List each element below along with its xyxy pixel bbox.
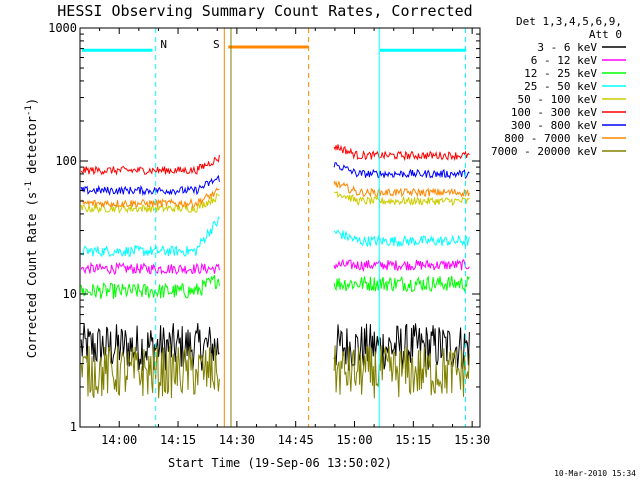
plot-frame <box>79 27 481 428</box>
x-tick-label: 14:00 <box>101 433 137 447</box>
series-line <box>334 191 470 206</box>
series-line <box>81 187 220 209</box>
legend-label: 800 - 7000 keV <box>504 132 597 145</box>
y-axis-label-sup: -1 <box>24 105 34 116</box>
y-axis-label: Corrected Count Rate (s-1 detector-1) <box>24 98 39 358</box>
x-tick-label: 14:30 <box>219 433 255 447</box>
legend-label: 100 - 300 keV <box>511 106 597 119</box>
y-tick-label: 10 <box>63 287 77 301</box>
series-line <box>80 154 220 176</box>
x-tick-label: 14:15 <box>160 433 196 447</box>
x-tick-label: 15:00 <box>336 433 372 447</box>
series-line <box>333 344 470 399</box>
series-line <box>333 258 470 272</box>
legend-label: 3 - 6 keV <box>537 41 597 54</box>
series-line <box>80 274 220 300</box>
series-line <box>80 174 220 197</box>
y-axis: 1 10 100 1000 <box>48 21 480 434</box>
legend-label: 50 - 100 keV <box>518 93 598 106</box>
series-line <box>333 323 470 371</box>
series-line <box>333 275 470 293</box>
x-tick-label: 14:45 <box>278 433 314 447</box>
x-axis: 14:00 14:15 14:30 14:45 15:00 15:15 15:30 <box>79 28 490 447</box>
y-axis-label-part: ) <box>25 98 39 105</box>
chart-title: HESSI Observing Summary Count Rates, Cor… <box>57 2 472 20</box>
series-line <box>333 162 470 180</box>
y-axis-label-part: detector <box>25 116 39 181</box>
y-tick-label: 100 <box>55 154 77 168</box>
legend-label: 12 - 25 keV <box>524 67 597 80</box>
legend-label: 25 - 50 keV <box>524 80 597 93</box>
series-line <box>333 144 470 162</box>
x-tick-label: 15:15 <box>395 433 431 447</box>
y-tick-label: 1 <box>70 420 77 434</box>
series-line <box>80 344 220 399</box>
generated-timestamp: 10-Mar-2010 15:34 <box>554 469 636 478</box>
x-tick-label: 15:30 <box>454 433 490 447</box>
legend-label: 6 - 12 keV <box>531 54 598 67</box>
legend-header-line2: Att 0 <box>589 28 622 41</box>
series-line <box>80 261 220 276</box>
legend-header-line1: Det 1,3,4,5,6,9, <box>516 15 622 28</box>
series-line <box>333 180 470 198</box>
x-axis-label: Start Time (19-Sep-06 13:50:02) <box>168 456 392 470</box>
series-line <box>80 216 220 258</box>
annotation-label: S <box>213 38 220 51</box>
y-axis-label-sup: -1 <box>24 181 34 192</box>
y-axis-label-part: Corrected Count Rate (s <box>25 192 39 358</box>
series-layer <box>80 144 470 399</box>
legend-label: 7000 - 20000 keV <box>491 145 597 158</box>
y-tick-label: 1000 <box>48 21 77 35</box>
annotation-label: N <box>160 38 167 51</box>
legend-label: 300 - 800 keV <box>511 119 597 132</box>
series-line <box>333 229 470 248</box>
